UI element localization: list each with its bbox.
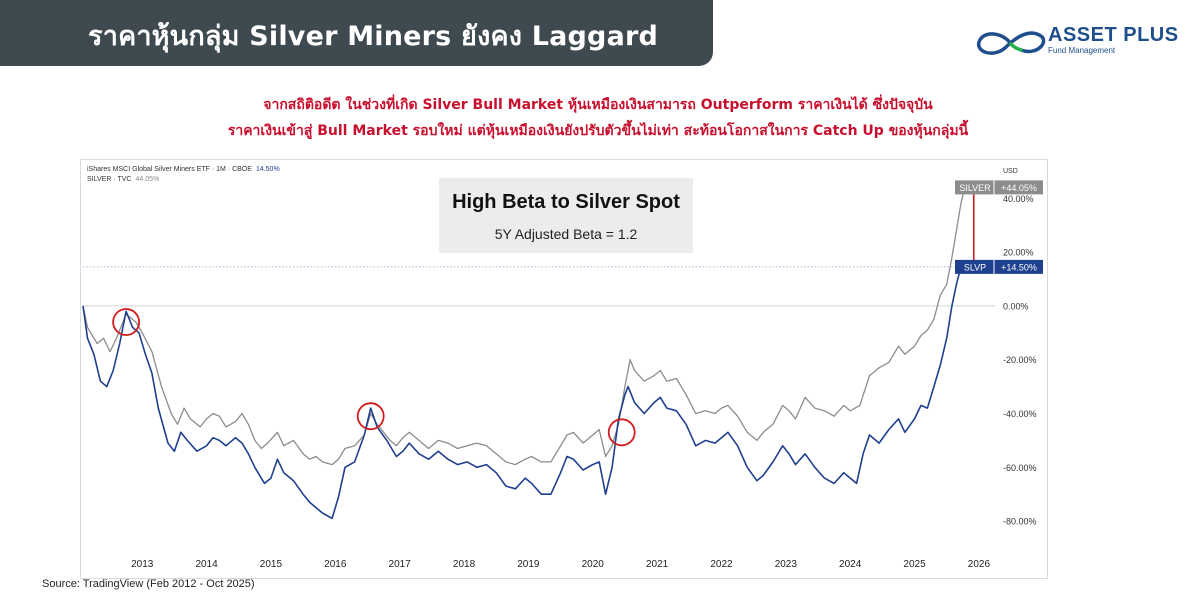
asset-plus-logo: ASSET PLUS Fund Management	[975, 24, 1178, 64]
beta-title: High Beta to Silver Spot	[452, 191, 680, 213]
beta-subtitle: 5Y Adjusted Beta = 1.2	[494, 226, 638, 242]
page-title: ราคาหุ้นกลุ่ม Silver Miners ยังคง Laggar…	[88, 21, 659, 52]
legend-silver-value: 44.05%	[135, 176, 160, 183]
title-banner: ราคาหุ้นกลุ่ม Silver Miners ยังคง Laggar…	[0, 0, 713, 66]
legend-row-silver: SILVER · TVC 44.05%	[87, 176, 159, 183]
subtitle-line-1: จากสถิติอดีต ในช่วงที่เกิด Silver Bull M…	[263, 97, 933, 113]
logo-tagline: Fund Management	[1048, 46, 1116, 55]
legend-slvp-value: 14.50%	[255, 166, 280, 173]
legend-slvp-label: iShares MSCI Global Silver Miners ETF · …	[87, 166, 252, 173]
legend-row-slvp: iShares MSCI Global Silver Miners ETF · …	[87, 166, 280, 173]
infinity-logo-icon	[977, 31, 1046, 55]
beta-annotation-box: High Beta to Silver Spot 5Y Adjusted Bet…	[439, 178, 693, 253]
subtitle-line-2: ราคาเงินเข้าสู่ Bull Market รอบใหม่ แต่ห…	[227, 123, 969, 139]
source-note: Source: TradingView (Feb 2012 - Oct 2025…	[42, 578, 255, 590]
logo-name: ASSET PLUS	[1048, 24, 1179, 46]
legend-silver-label: SILVER · TVC	[87, 176, 132, 183]
